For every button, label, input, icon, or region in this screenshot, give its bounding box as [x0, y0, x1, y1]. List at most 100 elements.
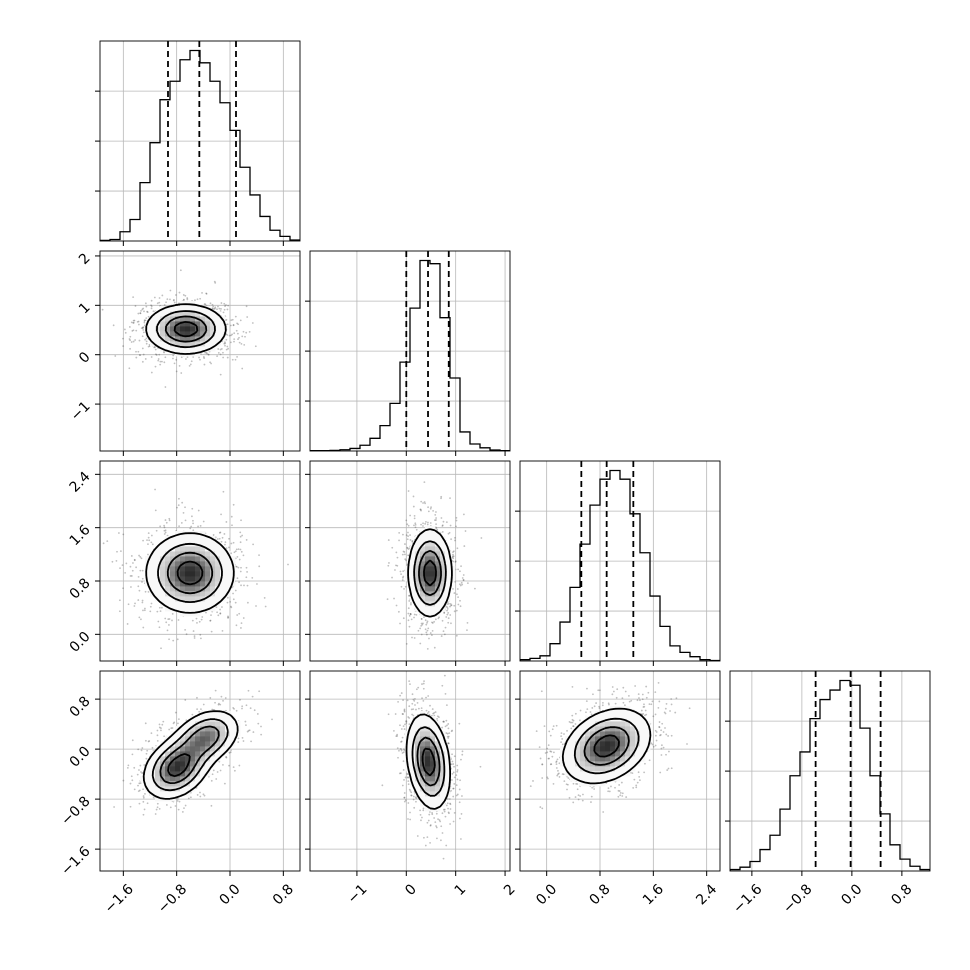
density-cell — [160, 341, 166, 347]
scatter-point — [186, 356, 189, 358]
panel-frame — [99, 670, 301, 872]
density-cell — [195, 611, 201, 617]
density-cell — [185, 766, 191, 772]
scatter-point — [180, 522, 183, 524]
scatter-point — [438, 616, 440, 619]
density-cell — [205, 346, 211, 352]
scatter-point — [145, 305, 148, 308]
scatter-point — [198, 620, 201, 623]
scatter-point — [232, 592, 234, 595]
scatter-point — [171, 612, 174, 615]
density-cell — [200, 581, 206, 587]
scatter-point — [460, 581, 463, 584]
scatter-point — [407, 524, 410, 527]
scatter-point — [399, 622, 401, 625]
scatter-point — [401, 553, 404, 556]
density-cell — [190, 726, 196, 732]
scatter-point — [458, 801, 461, 804]
density-cell — [215, 551, 221, 557]
scatter-point — [449, 614, 452, 616]
density-cell — [205, 721, 211, 727]
scatter-point — [466, 582, 469, 585]
scatter-point — [396, 564, 399, 567]
density-cell — [185, 791, 191, 797]
scatter-point — [238, 612, 241, 615]
scatter-point — [411, 540, 414, 543]
scatter-point — [256, 713, 259, 715]
scatter-point — [130, 575, 133, 577]
density-cell — [205, 311, 211, 317]
density-cell — [190, 316, 196, 322]
density-cell — [180, 781, 186, 787]
scatter-point — [256, 583, 258, 585]
scatter-point — [410, 602, 412, 604]
density-cell — [420, 561, 426, 567]
scatter-point — [203, 357, 206, 360]
scatter-point — [440, 497, 442, 500]
density-cell — [215, 716, 221, 722]
density-cell — [200, 736, 206, 742]
scatter-point — [223, 308, 226, 311]
scatter-point — [144, 302, 147, 305]
scatter-point — [142, 539, 144, 542]
density-cell — [190, 561, 196, 567]
scatter-point — [232, 541, 235, 544]
density-cell — [185, 756, 191, 762]
scatter-point — [132, 321, 135, 324]
scatter-point — [169, 806, 172, 809]
density-cell — [190, 721, 196, 727]
scatter-point — [426, 821, 429, 824]
scatter-point — [181, 811, 184, 813]
contour-line-3 — [173, 321, 199, 338]
scatter-point — [422, 809, 425, 812]
density-cell — [200, 306, 206, 312]
scatter-point — [251, 322, 254, 324]
density-cell — [420, 606, 426, 612]
scatter-point — [464, 530, 467, 532]
density-cell — [200, 531, 206, 537]
scatter-point — [425, 696, 427, 699]
density-cell — [185, 721, 191, 727]
scatter-point — [454, 560, 457, 563]
scatter-point — [386, 598, 389, 601]
density-cell — [185, 321, 191, 327]
density-cell — [215, 581, 221, 587]
scatter-point — [153, 296, 156, 299]
density-cell — [180, 346, 186, 352]
scatter-point — [242, 740, 245, 742]
scatter-point — [435, 826, 438, 829]
scatter-point — [140, 618, 142, 621]
scatter-point — [425, 623, 428, 626]
scatter-point — [426, 629, 429, 632]
scatter-point — [178, 525, 180, 528]
scatter-point — [448, 732, 451, 735]
scatter-point — [222, 351, 224, 354]
scatter-point — [227, 616, 230, 619]
density-cell — [415, 566, 421, 572]
scatter-point — [215, 606, 218, 608]
scatter-point — [246, 601, 249, 604]
density-cell — [180, 316, 186, 322]
scatter-point — [400, 749, 403, 752]
scatter-point — [455, 516, 458, 519]
scatter-point — [150, 305, 153, 308]
density-cell — [200, 346, 206, 352]
density-cell — [185, 566, 191, 572]
density-cell — [205, 741, 211, 747]
scatter-point — [137, 585, 140, 588]
scatter-point — [142, 329, 145, 331]
scatter-point — [222, 356, 225, 359]
scatter-point — [426, 836, 429, 839]
scatter-point — [224, 543, 226, 546]
scatter-point — [143, 319, 146, 322]
scatter-point — [191, 507, 194, 510]
density-cell — [220, 581, 226, 587]
density-cell — [160, 596, 166, 602]
density-cell — [185, 731, 191, 737]
scatter-point — [218, 531, 221, 534]
density-cell — [185, 611, 191, 617]
density-cell — [165, 761, 171, 767]
scatter-point — [201, 292, 203, 294]
scatter-point — [180, 356, 183, 359]
scatter-point — [185, 633, 188, 636]
